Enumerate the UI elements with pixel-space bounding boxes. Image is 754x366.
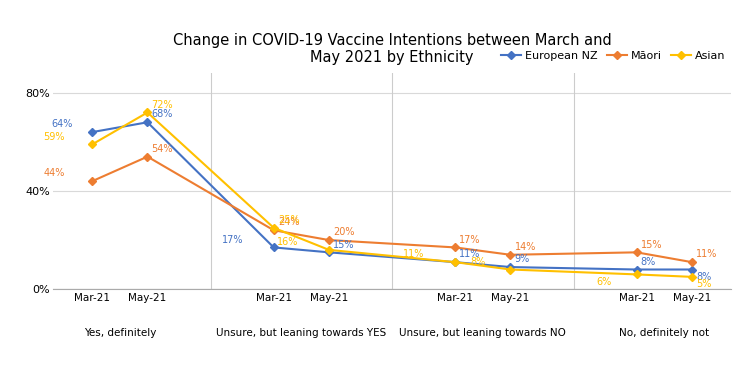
Line: Asian: Asian — [90, 110, 694, 280]
European NZ — [506, 265, 515, 269]
Line: European NZ: European NZ — [90, 120, 694, 272]
Text: 72%: 72% — [152, 100, 173, 110]
European NZ — [451, 260, 460, 264]
Asian — [324, 248, 333, 252]
Text: 64%: 64% — [51, 119, 73, 129]
Text: 17%: 17% — [222, 235, 243, 244]
Text: Unsure, but leaning towards YES: Unsure, but leaning towards YES — [216, 328, 387, 338]
Text: 8%: 8% — [641, 257, 656, 267]
Text: 68%: 68% — [152, 109, 173, 120]
Text: Yes, definitely: Yes, definitely — [84, 328, 156, 338]
Text: 9%: 9% — [515, 254, 530, 264]
Text: 24%: 24% — [278, 217, 299, 228]
Text: 17%: 17% — [459, 235, 481, 244]
European NZ — [143, 120, 152, 124]
Māori — [451, 245, 460, 250]
Asian — [688, 274, 697, 279]
Text: 6%: 6% — [596, 277, 611, 287]
Asian — [143, 110, 152, 115]
Māori — [632, 250, 641, 254]
Asian — [269, 225, 278, 230]
Asian — [87, 142, 97, 146]
Text: 8%: 8% — [470, 257, 486, 267]
Text: 11%: 11% — [696, 249, 718, 259]
Text: 15%: 15% — [333, 240, 354, 250]
Text: No, definitely not: No, definitely not — [619, 328, 710, 338]
Text: 54%: 54% — [152, 144, 173, 154]
Māori — [143, 154, 152, 159]
Line: Māori: Māori — [90, 154, 694, 265]
Māori — [324, 238, 333, 242]
European NZ — [324, 250, 333, 254]
Text: 16%: 16% — [277, 237, 299, 247]
European NZ — [87, 130, 97, 134]
Text: 14%: 14% — [515, 242, 536, 252]
Text: 15%: 15% — [641, 240, 662, 250]
Text: 59%: 59% — [43, 132, 64, 142]
European NZ — [269, 245, 278, 250]
Asian — [506, 267, 515, 272]
Text: 20%: 20% — [333, 227, 354, 237]
Text: Unsure, but leaning towards NO: Unsure, but leaning towards NO — [400, 328, 566, 338]
Title: Change in COVID-19 Vaccine Intentions between March and
May 2021 by Ethnicity: Change in COVID-19 Vaccine Intentions be… — [173, 33, 611, 65]
European NZ — [632, 267, 641, 272]
Asian — [451, 260, 460, 264]
European NZ — [688, 267, 697, 272]
Legend: European NZ, Māori, Asian: European NZ, Māori, Asian — [501, 51, 726, 61]
Text: 44%: 44% — [43, 168, 64, 178]
Text: 5%: 5% — [696, 279, 712, 290]
Māori — [87, 179, 97, 183]
Māori — [506, 253, 515, 257]
Text: 25%: 25% — [278, 215, 299, 225]
Text: 11%: 11% — [403, 249, 425, 259]
Māori — [269, 228, 278, 232]
Text: 8%: 8% — [696, 272, 711, 282]
Māori — [688, 260, 697, 264]
Asian — [632, 272, 641, 277]
Text: 11%: 11% — [459, 249, 481, 259]
